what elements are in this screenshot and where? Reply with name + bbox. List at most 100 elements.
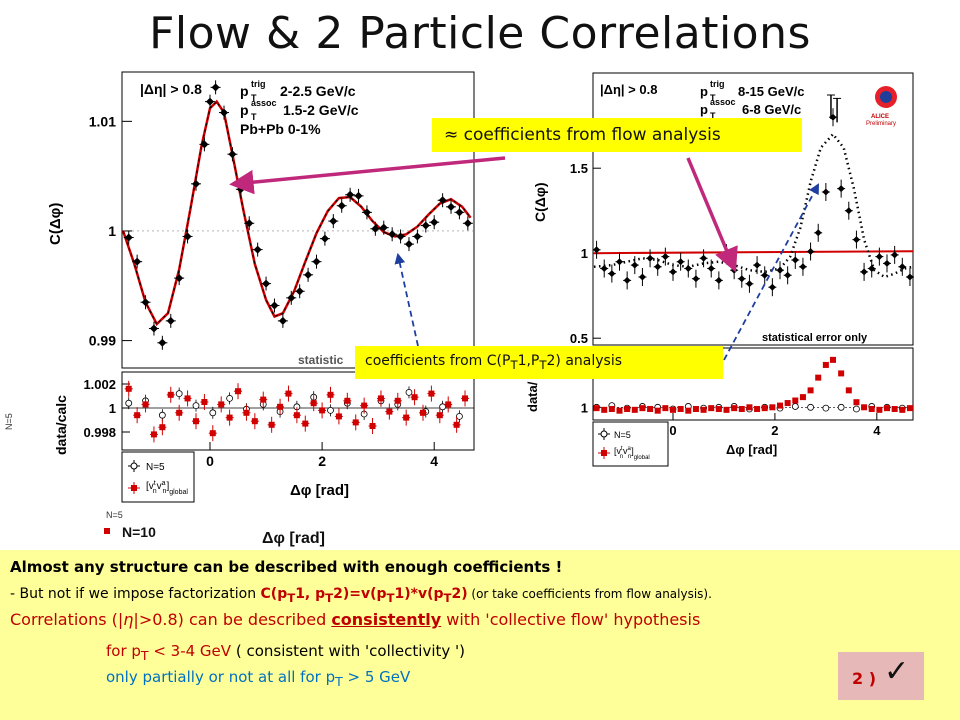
right-ratio-red-point <box>761 405 768 412</box>
right-ratio-red-point <box>746 404 753 411</box>
cpt-arrow-left <box>394 252 419 347</box>
right-pt-trig-sub: T <box>710 93 716 103</box>
right-stat-label: statistical error only <box>762 332 868 344</box>
left-ratio-red-point <box>124 380 133 397</box>
left-stat-label: statistic <box>298 353 344 367</box>
left-ratio-red-point <box>385 403 394 420</box>
plots-canvas: N=5 N=5 N=10 Δφ [rad] 1.01 1 0.99 |Δη| > 0… <box>4 71 914 550</box>
left-ratio-red-point <box>452 416 461 433</box>
left-main-data-point <box>148 321 159 336</box>
right-legend-n5: N=5 <box>614 430 631 440</box>
right-main-data-point <box>676 252 685 271</box>
ghost-panel: N=5 N=5 N=10 Δφ [rad] <box>4 413 325 550</box>
left-ratio-red-point <box>461 390 470 407</box>
left-main-data-point <box>277 313 288 328</box>
left-ratio-xlabel: Δφ [rad] <box>290 482 349 499</box>
left-main-data-point <box>132 254 143 269</box>
left-ratio-red-point <box>427 385 436 402</box>
left-ratio-red-point <box>259 391 268 408</box>
left-ratio-open-point <box>327 404 334 417</box>
left-ratio-open-point <box>439 400 447 413</box>
right-pt-assoc-p: p <box>700 102 708 117</box>
right-ratio-xlabel: Δφ [rad] <box>726 442 777 457</box>
left-main-data-point <box>286 290 297 305</box>
right-ratio-xtick-label: 2 <box>771 423 778 438</box>
left-ratio-red-point <box>191 413 200 430</box>
left-main-data-point <box>387 227 398 242</box>
right-ratio-red-point <box>784 400 791 407</box>
right-main-data-point <box>806 242 815 261</box>
left-main-data-point <box>157 335 168 350</box>
left-ratio-red-point <box>444 396 453 413</box>
left-ratio-red-point <box>200 394 209 410</box>
left-main-data-point <box>165 313 176 328</box>
right-ratio-red-point <box>853 399 860 406</box>
left-ratio-red-point <box>393 392 402 409</box>
left-main-data-point <box>252 242 263 257</box>
left-pt-assoc-p: p <box>240 102 249 118</box>
check-icon: ✓ <box>884 654 910 689</box>
callout-cpt-coefficients: coefficients from C(PT1,PT2) analysis <box>355 346 723 379</box>
left-ratio-open-point <box>405 386 413 399</box>
right-pt-assoc-sub: T <box>710 111 716 121</box>
left-main-data-point <box>199 137 210 152</box>
left-ratio-red-point <box>376 390 385 407</box>
right-main-data-point <box>791 251 800 269</box>
svg-text:ALICE: ALICE <box>871 114 889 120</box>
left-main-data-point <box>328 214 339 229</box>
left-ratio-red-point <box>318 402 327 419</box>
right-main-data-point <box>821 183 830 201</box>
right-main-data-point <box>714 271 723 290</box>
left-main-data-point <box>174 271 185 286</box>
right-main-ytick-label: 0.5 <box>570 331 588 346</box>
left-main-data-point <box>123 230 134 245</box>
ghost-legend-n5: N=5 <box>106 510 123 520</box>
left-ratio-open-point <box>456 410 463 423</box>
left-pt-trig-sub: T <box>251 93 257 103</box>
left-main-data-point <box>205 94 215 109</box>
right-main-data-point <box>592 240 601 259</box>
right-main-data-point <box>745 274 754 293</box>
left-main-data-point <box>140 295 151 310</box>
left-pt-trig-sup: trig <box>251 79 266 89</box>
left-ratio-red-point <box>368 418 377 434</box>
left-pt-assoc-sub: T <box>251 112 257 122</box>
right-main-dotted-curve <box>593 132 913 279</box>
right-main-data-point <box>623 271 632 290</box>
right-ratio-red-point <box>899 406 906 413</box>
left-ratio-red-point <box>166 386 175 403</box>
right-ratio-red-point <box>723 406 730 413</box>
callout-flow-text: ≈ coefficients from flow analysis <box>444 125 721 145</box>
left-legend-vn: [vt nva n]global <box>146 480 188 496</box>
right-ratio-open-point <box>807 403 814 411</box>
left-ratio-open-point <box>209 406 217 419</box>
left-main-dotted-curve <box>122 100 471 325</box>
right-main-data-point <box>852 230 861 249</box>
right-main-data-point <box>691 269 700 288</box>
right-ratio-red-point <box>815 374 822 381</box>
right-main-data-point <box>653 257 662 276</box>
left-legend-vn-marker <box>128 482 140 494</box>
left-ratio-xtick-label: 0 <box>206 453 214 469</box>
left-main-data-point <box>210 80 221 95</box>
ghost-axis-fragment: N=5 <box>4 413 14 430</box>
left-ratio-plot: 1.002 1 0.998 0 2 4 data/calc Δφ [rad] N=5 [… <box>53 371 475 503</box>
left-main-data-point <box>420 218 431 233</box>
right-ratio-red-point <box>868 405 875 412</box>
right-pt-assoc-range: 6-8 GeV/c <box>742 102 801 117</box>
right-ratio-red-point <box>807 387 814 394</box>
left-main-data-point <box>446 199 457 214</box>
right-ratio-red-point <box>792 397 799 404</box>
right-ratio-open-point <box>791 403 799 410</box>
left-ratio-red-point <box>402 409 411 426</box>
right-ratio-ylabel: data/ <box>525 381 540 412</box>
left-main-data-point <box>412 229 423 244</box>
left-ratio-ytick-label: 1.002 <box>83 377 116 392</box>
left-pt-trig-range: 2-2.5 GeV/c <box>280 83 356 99</box>
right-main-data-point <box>699 249 708 268</box>
right-pt-assoc-sup: assoc <box>710 97 736 107</box>
left-main-data-point <box>437 193 448 208</box>
left-main-data-point <box>378 220 389 235</box>
left-ratio-red-point <box>435 407 444 424</box>
left-ratio-red-point <box>276 398 285 415</box>
